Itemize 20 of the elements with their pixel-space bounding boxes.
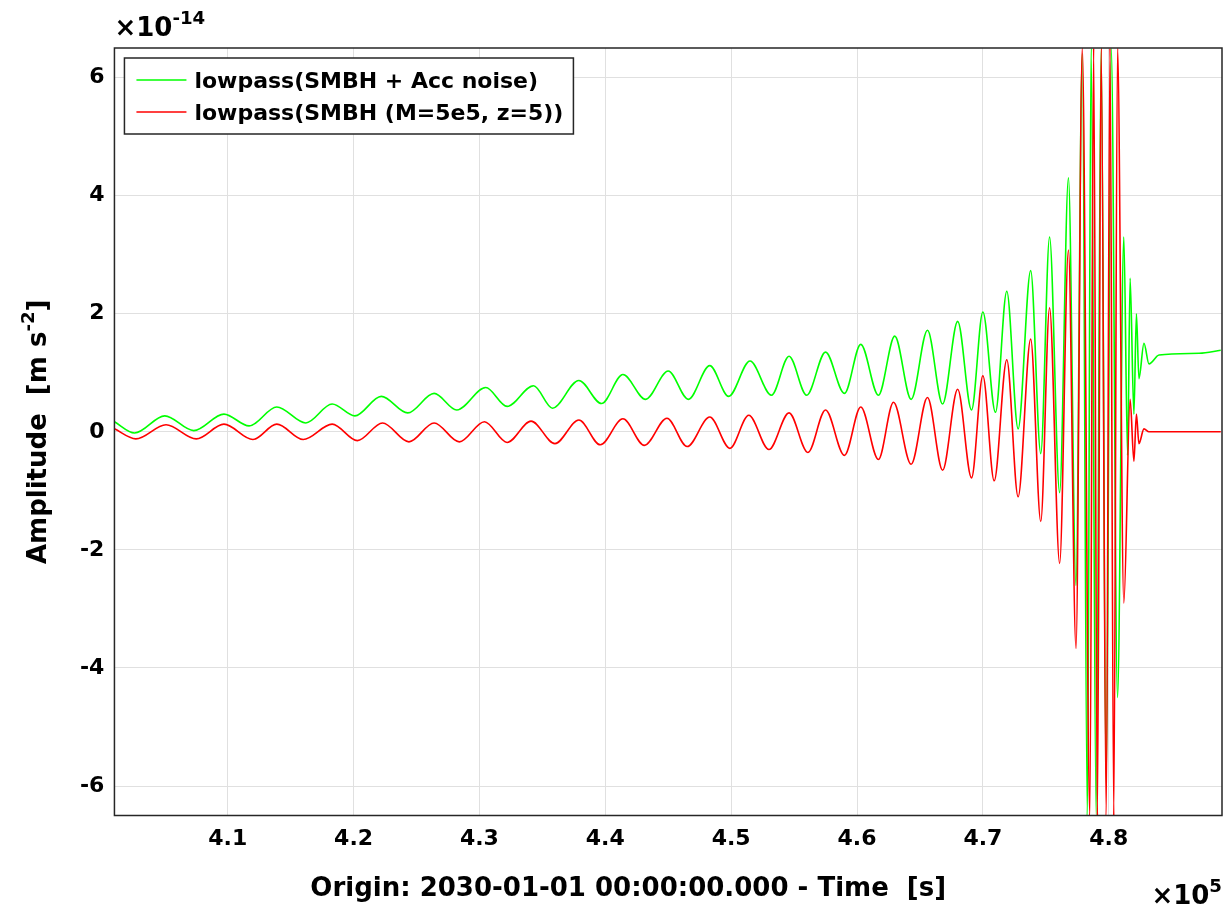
x-tick-label: 4.5 (711, 824, 751, 850)
y-tick-label: -2 (79, 535, 105, 561)
y-tick-label: 4 (89, 181, 105, 207)
y-axis-title: Amplitude [m s-2] (17, 299, 52, 565)
y-tick-label: 0 (89, 417, 105, 443)
legend-label: lowpass(SMBH (M=5e5, z=5)) (194, 100, 564, 125)
y-tick-label: 6 (89, 63, 105, 89)
x-tick-label: 4.7 (963, 824, 1003, 850)
x-tick-label: 4.3 (459, 824, 499, 850)
x-tick-label: 4.2 (334, 824, 374, 850)
y-tick-label: -4 (79, 653, 105, 679)
x-tick-label: 4.6 (837, 824, 877, 850)
x-tick-label: 4.1 (208, 824, 248, 850)
y-tick-label: 2 (89, 299, 105, 325)
x-axis-title: Origin: 2030-01-01 00:00:00.000 - Time [s] (310, 871, 947, 902)
line-series (114, 48, 1222, 816)
legend-label: lowpass(SMBH + Acc noise) (194, 68, 539, 93)
y-tick-label: -6 (79, 771, 105, 797)
x-tick-label: 4.4 (585, 824, 625, 850)
x-tick-label: 4.8 (1089, 824, 1129, 850)
